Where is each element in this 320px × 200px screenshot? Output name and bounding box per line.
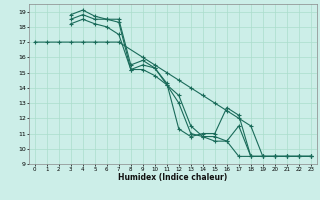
X-axis label: Humidex (Indice chaleur): Humidex (Indice chaleur) xyxy=(118,173,228,182)
